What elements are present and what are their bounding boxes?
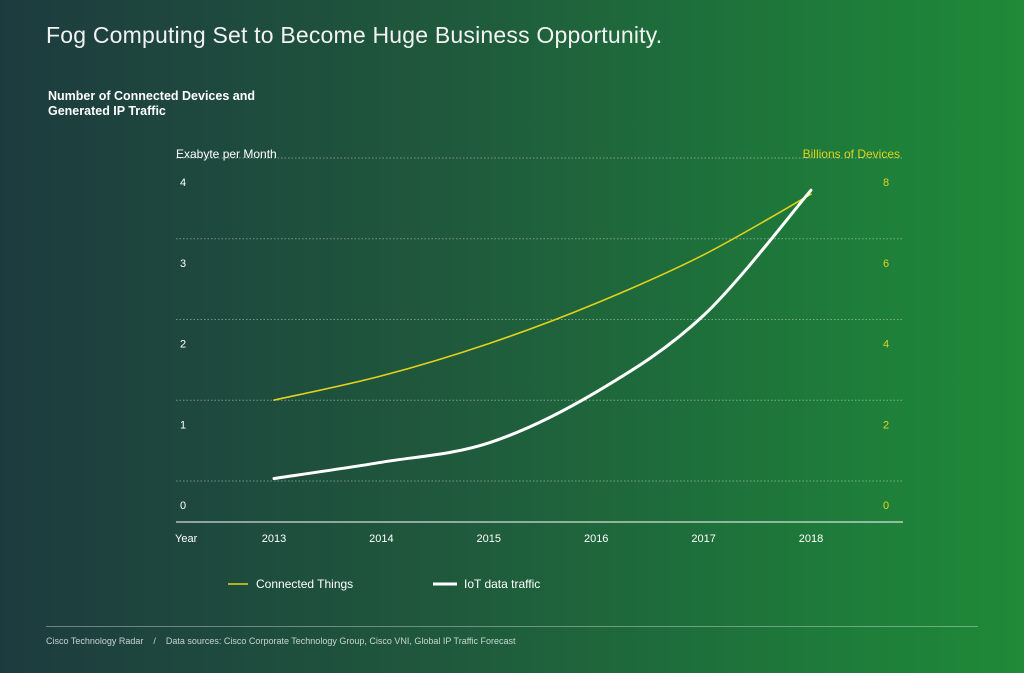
- footer-source-left: Cisco Technology Radar: [46, 636, 144, 646]
- legend-label-iot-traffic: IoT data traffic: [464, 577, 540, 591]
- y-tick-label: 0: [180, 500, 186, 512]
- point-iot-traffic: [380, 461, 382, 463]
- point-connected-things: [810, 193, 812, 195]
- x-tick-label: 2017: [691, 533, 715, 545]
- point-iot-traffic: [595, 391, 597, 393]
- x-axis-label: Year: [175, 533, 198, 545]
- y-tick-label: 1: [180, 419, 186, 431]
- footer-divider: [46, 626, 978, 627]
- y2-tick-label: 2: [883, 419, 889, 431]
- y-axis-label: Exabyte per Month: [176, 147, 277, 161]
- series-lines: [272, 188, 813, 480]
- x-ticks: 2013 2014 2015 2016 2017 2018: [262, 533, 823, 545]
- x-tick-label: 2014: [369, 533, 393, 545]
- point-connected-things: [380, 375, 382, 377]
- chart-subtitle: Number of Connected Devices and Generate…: [48, 89, 255, 118]
- point-iot-traffic: [488, 442, 490, 444]
- y2-tick-label: 6: [883, 258, 889, 270]
- x-tick-label: 2018: [799, 533, 823, 545]
- x-tick-label: 2016: [584, 533, 608, 545]
- footer: Cisco Technology Radar / Data sources: Cis…: [46, 636, 516, 646]
- y-tick-label: 4: [180, 177, 186, 189]
- line-connected-things: [273, 193, 812, 401]
- y2-tick-label: 0: [883, 500, 889, 512]
- point-iot-traffic: [273, 477, 275, 479]
- legend: Connected Things IoT data traffic: [228, 577, 540, 591]
- y-tick-label: 2: [180, 339, 186, 351]
- point-connected-things: [595, 302, 597, 304]
- point-iot-traffic: [810, 189, 812, 191]
- line-iot-traffic: [272, 188, 813, 480]
- x-tick-label: 2013: [262, 533, 286, 545]
- point-connected-things: [703, 254, 705, 256]
- x-tick-label: 2015: [477, 533, 501, 545]
- y2-tick-label: 8: [883, 177, 889, 189]
- page-title: Fog Computing Set to Become Huge Busines…: [46, 22, 663, 48]
- legend-label-connected-things: Connected Things: [256, 577, 353, 591]
- y2-axis-label: Billions of Devices: [803, 147, 900, 161]
- y2-tick-label: 4: [883, 339, 889, 351]
- footer-separator: /: [153, 636, 156, 646]
- y2-ticks: 0 2 4 6 8: [883, 177, 889, 512]
- footer-source-right: Data sources: Cisco Corporate Technology…: [165, 636, 516, 646]
- y-tick-label: 3: [180, 258, 186, 270]
- gridlines: [176, 157, 903, 482]
- point-connected-things: [488, 343, 490, 345]
- y-ticks: 0 1 2 3 4: [180, 177, 186, 512]
- point-iot-traffic: [703, 314, 705, 316]
- point-connected-things: [273, 399, 275, 401]
